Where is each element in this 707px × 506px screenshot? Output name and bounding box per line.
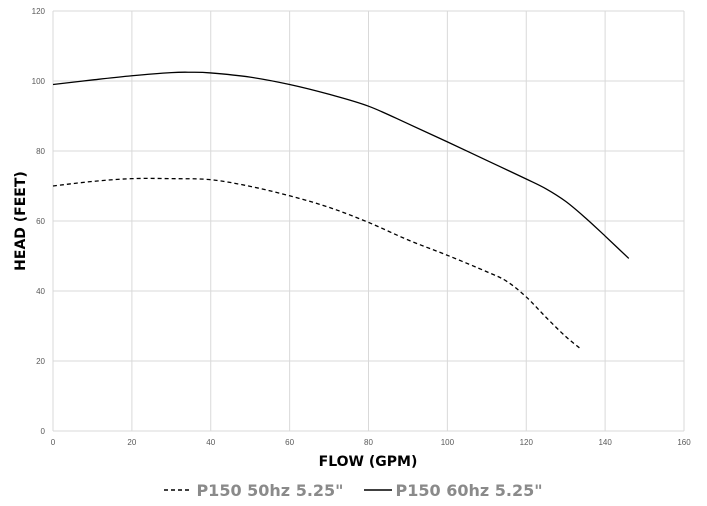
series-line-60hz bbox=[52, 71, 630, 259]
x-tick-label: 20 bbox=[127, 438, 136, 447]
legend: P150 50hz 5.25" P150 60hz 5.25" bbox=[0, 478, 707, 502]
legend-label-50hz: P150 50hz 5.25" bbox=[196, 480, 344, 500]
legend-dashed-swatch bbox=[164, 489, 193, 491]
legend-item-50hz: P150 50hz 5.25" bbox=[164, 480, 344, 500]
gridlines bbox=[53, 10, 685, 431]
x-tick-label: 40 bbox=[206, 438, 215, 447]
y-tick-label: 80 bbox=[36, 147, 45, 156]
axes bbox=[52, 11, 684, 432]
x-tick-label: 0 bbox=[51, 438, 56, 447]
x-tick-label: 80 bbox=[364, 438, 373, 447]
tick-labels: 0 20 40 60 80 100 120 0 20 40 60 80 100 120 140 160 bbox=[32, 7, 692, 447]
y-tick-label: 40 bbox=[36, 287, 45, 296]
y-tick-label: 120 bbox=[32, 7, 46, 16]
x-tick-label: 140 bbox=[598, 438, 612, 447]
y-tick-label: 20 bbox=[36, 357, 45, 366]
series-lines bbox=[52, 71, 630, 350]
y-tick-label: 0 bbox=[41, 427, 46, 436]
x-tick-label: 160 bbox=[677, 438, 691, 447]
y-axis-title: HEAD (FEET) bbox=[13, 171, 29, 271]
legend-item-60hz: P150 60hz 5.25" bbox=[363, 480, 543, 500]
x-tick-label: 120 bbox=[520, 438, 534, 447]
legend-solid-swatch bbox=[363, 489, 392, 491]
x-axis-title: FLOW (GPM) bbox=[319, 454, 418, 470]
y-tick-label: 60 bbox=[36, 217, 45, 226]
x-tick-label: 100 bbox=[441, 438, 455, 447]
x-tick-label: 60 bbox=[285, 438, 294, 447]
y-tick-label: 100 bbox=[32, 77, 46, 86]
legend-label-60hz: P150 60hz 5.25" bbox=[395, 480, 543, 500]
series-line-50hz bbox=[52, 177, 582, 350]
